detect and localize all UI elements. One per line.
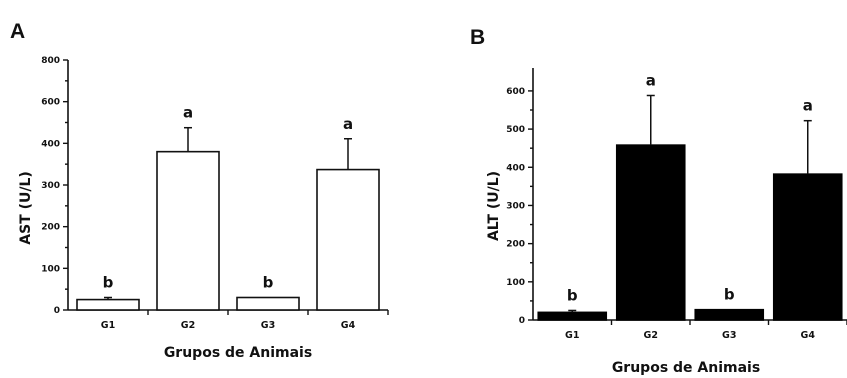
panel-a-bar xyxy=(156,150,220,311)
panel-b-bar xyxy=(772,173,843,321)
panel-b-category-label: G1 xyxy=(565,330,579,341)
panel-b-bar xyxy=(615,144,686,321)
panel-a-bar xyxy=(76,298,140,311)
panel-a-category-label: G3 xyxy=(261,320,275,331)
panel-a-bar xyxy=(316,168,380,311)
panel-a-chart: A 0 100 200 300 400 600 800 b G1 a G2 b G3 a G4 Grupos… xyxy=(10,20,389,361)
panel-a-significance-label: b xyxy=(103,274,114,292)
panel-a-ytick-label: 200 xyxy=(41,223,60,233)
panel-b-ytick-label: 500 xyxy=(506,125,525,135)
panel-b-significance-label: b xyxy=(567,286,578,304)
panel-b-ytick-label: 600 xyxy=(506,87,525,97)
panel-a-significance-label: a xyxy=(343,115,353,133)
panel-b-ytick-label: 200 xyxy=(506,240,525,250)
panel-b-ylabel: ALT (U/L) xyxy=(486,171,502,241)
panel-b-ytick-label: 400 xyxy=(506,163,525,173)
panel-b-bar xyxy=(537,311,608,321)
panel-a-ytick-label: 100 xyxy=(41,264,60,274)
panel-b-significance-label: a xyxy=(646,71,656,89)
panel-a-category-label: G1 xyxy=(101,320,115,331)
panel-b-ytick-label: 0 xyxy=(519,316,525,326)
panel-a-letter: A xyxy=(10,20,25,43)
panel-b-xlabel: Grupos de Animais xyxy=(612,360,760,376)
panel-b-category-label: G4 xyxy=(801,330,816,341)
panel-b-letter: B xyxy=(470,26,485,49)
panel-a-significance-label: a xyxy=(183,104,193,122)
panel-b-chart: B 0 100 200 300 400 500 600 b G1 a G2 b G3 a G4 Grupos… xyxy=(470,26,847,376)
panel-b-category-label: G3 xyxy=(722,330,736,341)
panel-a-ytick-label: 600 xyxy=(41,98,60,108)
panel-b-ytick-label: 100 xyxy=(506,278,525,288)
panel-a-ytick-label: 0 xyxy=(54,306,60,316)
panel-b-category-label: G2 xyxy=(644,330,658,341)
panel-b-significance-label: a xyxy=(803,97,813,115)
panel-a-bar xyxy=(236,296,300,311)
panel-a-ytick-label: 400 xyxy=(41,139,60,149)
panel-a-category-label: G2 xyxy=(181,320,195,331)
panel-b-ytick-label: 300 xyxy=(506,201,525,211)
panel-a-xlabel: Grupos de Animais xyxy=(164,345,312,361)
panel-a-significance-label: b xyxy=(263,274,274,292)
panel-a-category-label: G4 xyxy=(341,320,356,331)
panel-a-ylabel: AST (U/L) xyxy=(18,171,34,245)
panel-a-ytick-label: 800 xyxy=(41,56,60,66)
panel-b-bar xyxy=(694,308,765,321)
panel-b-significance-label: b xyxy=(724,286,735,304)
panel-a-ytick-label: 300 xyxy=(41,181,60,191)
